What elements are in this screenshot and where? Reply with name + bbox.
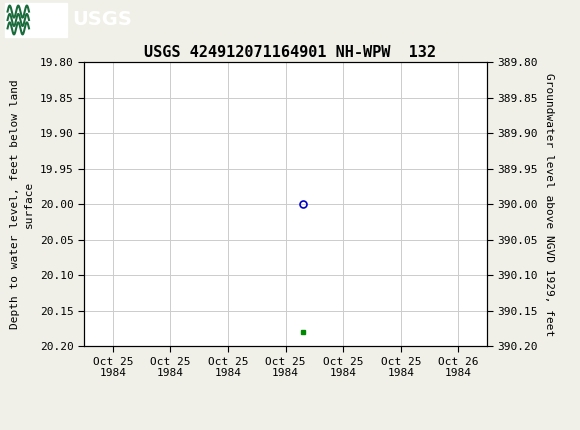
Text: USGS: USGS xyxy=(72,10,132,30)
Bar xyxy=(5,3,67,37)
Y-axis label: Groundwater level above NGVD 1929, feet: Groundwater level above NGVD 1929, feet xyxy=(543,73,554,336)
Y-axis label: Depth to water level, feet below land
surface: Depth to water level, feet below land su… xyxy=(10,80,34,329)
Text: USGS 424912071164901 NH-WPW  132: USGS 424912071164901 NH-WPW 132 xyxy=(144,45,436,60)
